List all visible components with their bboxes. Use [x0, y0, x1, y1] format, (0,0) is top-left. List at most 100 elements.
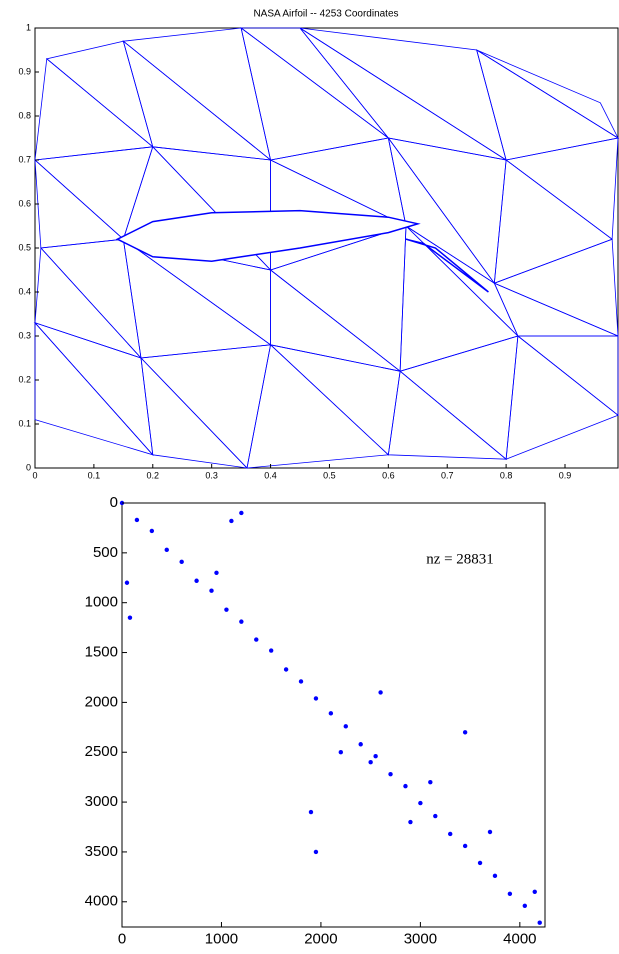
nonzero-dot — [537, 920, 542, 925]
nonzero-dot — [358, 742, 363, 747]
nonzero-dot — [254, 637, 259, 642]
nonzero-dot — [239, 619, 244, 624]
x-tick-label: 0 — [118, 930, 126, 947]
x-tick-label: 2000 — [304, 930, 337, 947]
y-tick-label: 1000 — [85, 594, 118, 611]
x-tick-label: 0.4 — [264, 471, 277, 481]
nonzero-dot — [298, 679, 304, 684]
x-tick-label: 0.8 — [500, 471, 513, 481]
x-tick-label: 0.2 — [147, 471, 160, 481]
nonzero-dot — [408, 819, 413, 825]
mesh-triangle — [34, 159, 125, 249]
y-tick-label: 0.7 — [18, 154, 31, 164]
nonzero-dot — [283, 667, 289, 672]
y-tick-label: 0.9 — [18, 66, 31, 76]
nonzero-dot — [239, 510, 244, 516]
mesh-triangle — [399, 225, 519, 372]
y-tick-label: 4000 — [85, 893, 118, 910]
y-tick-label: 0 — [26, 462, 31, 472]
nonzero-dot — [418, 800, 423, 806]
nonzero-dot — [403, 783, 408, 789]
nonzero-dot — [373, 754, 378, 759]
x-tick-label: 3000 — [404, 930, 437, 947]
mesh-triangle — [240, 27, 390, 161]
x-tick-label: 0 — [32, 471, 37, 481]
y-tick-label: 0.5 — [18, 242, 31, 252]
nonzero-dot — [338, 750, 344, 755]
mesh-triangle — [269, 344, 401, 456]
mesh-triangle — [476, 49, 619, 161]
y-tick-label: 0.6 — [18, 198, 31, 208]
x-tick-label: 0.5 — [323, 471, 336, 481]
mesh-triangle — [387, 370, 508, 460]
mesh-triangle — [505, 137, 619, 240]
y-tick-label: 3500 — [85, 843, 118, 860]
nonzero-dot — [522, 903, 528, 908]
nonzero-dot — [462, 843, 468, 849]
nonzero-dot — [164, 547, 169, 553]
mesh-triangle — [299, 27, 507, 161]
nonzero-dot — [313, 696, 319, 701]
y-tick-label: 2000 — [85, 693, 118, 710]
mesh-triangle — [246, 344, 390, 469]
nonzero-dot — [477, 860, 483, 866]
y-tick-label: 0.3 — [18, 330, 31, 340]
nonzero-dot — [343, 724, 348, 729]
nonzero-dot — [229, 518, 234, 524]
airfoil — [115, 209, 421, 262]
y-tick-label: 2500 — [85, 743, 118, 760]
nonzero-dot — [368, 760, 373, 765]
mesh-triangle — [476, 49, 619, 140]
nonzero-dot — [492, 873, 498, 879]
x-tick-label: 0.7 — [441, 471, 454, 481]
nonzero-dot — [179, 559, 184, 565]
nonzero-dot — [462, 730, 468, 735]
x-tick-label: 0.3 — [205, 471, 218, 481]
y-tick-label: 1500 — [85, 644, 118, 661]
nonzero-dot — [134, 517, 140, 523]
nonzero-dot — [388, 771, 393, 777]
x-tick-label: 1000 — [205, 930, 238, 947]
annotation: nz = 28831 — [426, 551, 494, 567]
mesh-triangle — [34, 247, 143, 359]
x-tick-label: 4000 — [503, 930, 536, 947]
nonzero-dot — [214, 570, 219, 575]
x-tick-label: 0.9 — [559, 471, 572, 481]
mesh-triangle — [505, 335, 619, 460]
nonzero-dot — [194, 578, 199, 583]
x-tick-label: 0.1 — [88, 471, 101, 481]
flap — [405, 238, 489, 293]
mesh-triangle — [493, 238, 619, 337]
nonzero-dot — [224, 607, 229, 612]
y-tick-label: 0.8 — [18, 110, 31, 120]
y-tick-label: 3000 — [85, 793, 118, 810]
nonzero-dot — [487, 829, 493, 835]
nonzero-dot — [433, 813, 438, 819]
chart-title: NASA Airfoil -- 4253 Coordinates — [253, 9, 398, 20]
nonzero-dot — [378, 690, 383, 695]
axes-frame — [34, 27, 619, 469]
nonzero-dot — [124, 580, 130, 585]
x-tick-label: 0.6 — [382, 471, 395, 481]
mesh-triangle — [239, 27, 389, 139]
mesh-triangle — [45, 40, 154, 148]
y-tick-label: 0 — [110, 494, 118, 511]
nonzero-dot — [428, 779, 433, 785]
mesh-triangle — [34, 146, 154, 240]
y-tick-label: 0.4 — [18, 286, 31, 296]
mesh-triangle — [516, 335, 619, 417]
nonzero-dot — [328, 711, 334, 716]
y-tick-label: 0.1 — [18, 418, 31, 428]
nonzero-dot — [127, 615, 133, 620]
nonzero-dot — [209, 588, 214, 593]
nonzero-dot — [448, 831, 453, 837]
axes-frame — [121, 502, 546, 928]
nonzero-dot — [268, 648, 274, 653]
y-tick-label: 1 — [26, 22, 31, 32]
y-tick-label: 500 — [93, 544, 118, 561]
nonzero-dot — [308, 809, 314, 815]
nonzero-dot — [532, 889, 537, 895]
nonzero-dot — [149, 528, 155, 534]
nonzero-dot — [507, 891, 513, 897]
